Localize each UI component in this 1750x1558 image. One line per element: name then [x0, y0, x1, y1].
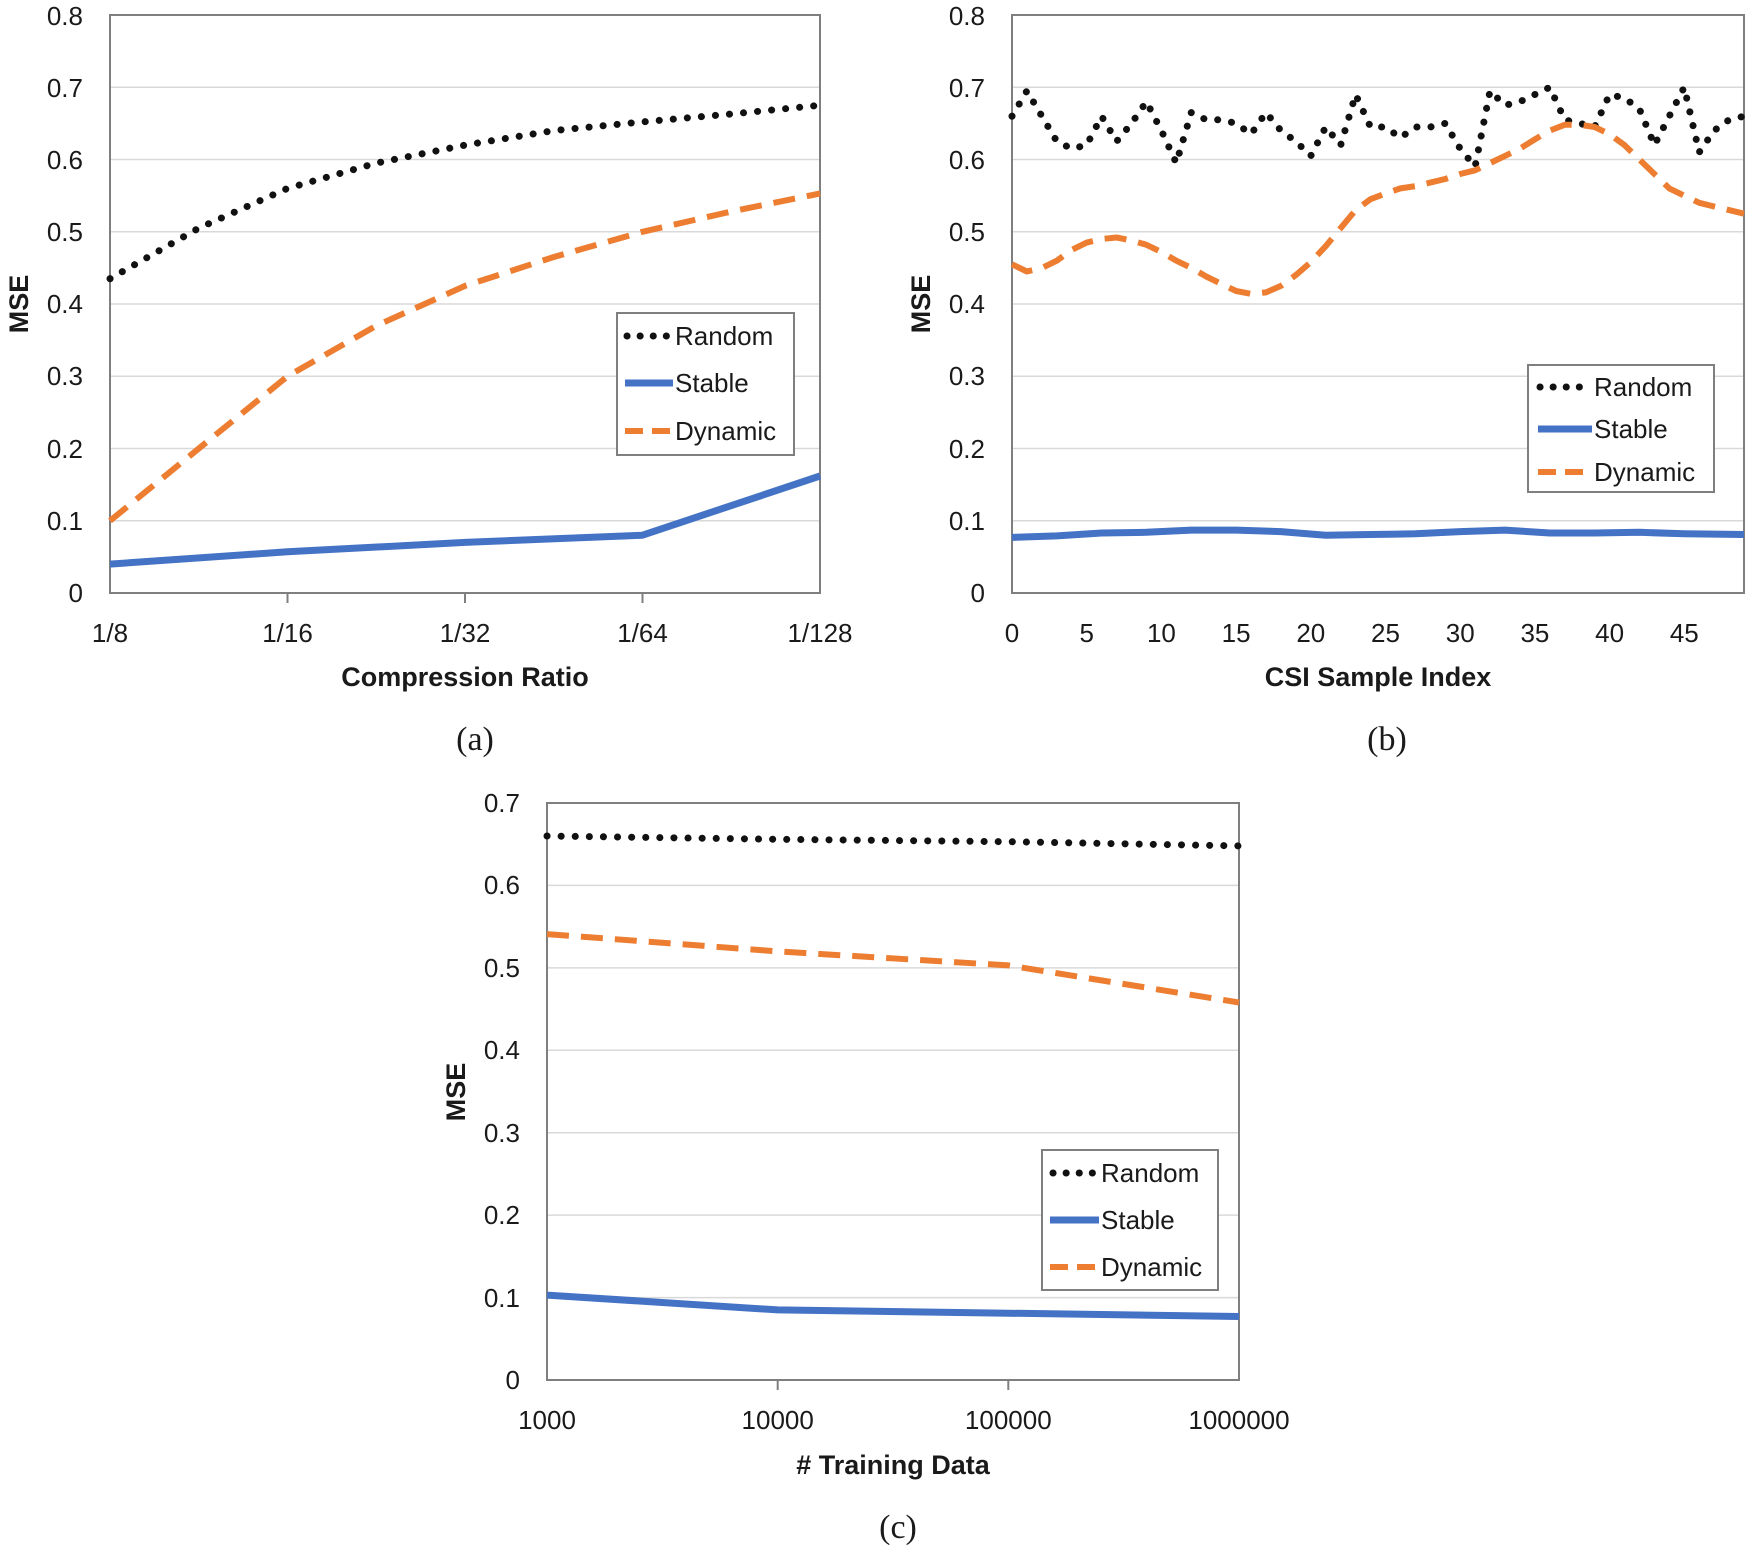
chart-c-y-axis-title: MSE — [441, 1063, 471, 1122]
y-tick-label: 0.6 — [47, 145, 83, 175]
x-tick-label: 1000 — [518, 1405, 576, 1435]
x-tick-label: 10 — [1147, 618, 1176, 648]
legend-label-dynamic: Dynamic — [1101, 1252, 1202, 1282]
y-tick-label: 0 — [69, 578, 83, 608]
y-tick-label: 0.7 — [949, 73, 985, 103]
series-line-stable — [546, 1291, 1240, 1320]
y-tick-label: 0.8 — [949, 1, 985, 31]
series-line-dynamic — [1010, 121, 1745, 297]
chart-a: 0 0.1 0.2 0.3 0.4 0.5 0.6 0.7 0.8 1/8 1/… — [4, 1, 853, 758]
chart-a-series — [106, 101, 824, 568]
x-tick-label: 5 — [1079, 618, 1093, 648]
chart-b-y-axis-title: MSE — [906, 275, 936, 334]
y-tick-label: 0.6 — [949, 145, 985, 175]
x-tick-label: 40 — [1595, 618, 1624, 648]
chart-b-caption: (b) — [1367, 721, 1407, 758]
y-tick-label: 0.1 — [484, 1283, 520, 1313]
y-tick-label: 0.4 — [484, 1035, 520, 1065]
chart-b-series — [1008, 83, 1748, 541]
chart-c-plot-frame — [546, 802, 1240, 1381]
x-tick-label: 35 — [1520, 618, 1549, 648]
legend-label-random: Random — [1594, 372, 1692, 402]
chart-b-x-axis-title: CSI Sample Index — [1265, 662, 1492, 692]
y-tick-label: 0 — [506, 1365, 520, 1395]
legend-label-dynamic: Dynamic — [1594, 457, 1695, 487]
series-line-dynamic — [108, 190, 821, 524]
chart-a-x-tick-labels: 1/8 1/16 1/32 1/64 1/128 — [92, 618, 853, 648]
series-line-random — [106, 101, 824, 283]
legend-label-stable: Stable — [1594, 414, 1668, 444]
x-tick-label: 0 — [1005, 618, 1019, 648]
x-tick-label: 1000000 — [1188, 1405, 1289, 1435]
y-tick-label: 0.5 — [47, 217, 83, 247]
chart-b-y-tick-labels: 0 0.1 0.2 0.3 0.4 0.5 0.6 0.7 0.8 — [949, 1, 985, 608]
chart-a-grid — [110, 86, 820, 522]
y-tick-label: 0.5 — [949, 217, 985, 247]
chart-a-y-axis-title: MSE — [4, 275, 34, 334]
x-tick-label: 30 — [1446, 618, 1475, 648]
chart-b: 0 0.1 0.2 0.3 0.4 0.5 0.6 0.7 0.8 0 5 10… — [906, 1, 1748, 758]
x-tick-label: 1/32 — [440, 618, 491, 648]
chart-c: 0 0.1 0.2 0.3 0.4 0.5 0.6 0.7 1000 10000… — [441, 788, 1290, 1546]
y-tick-label: 0.1 — [47, 506, 83, 536]
x-tick-label: 15 — [1222, 618, 1251, 648]
y-tick-label: 0.3 — [484, 1118, 520, 1148]
x-tick-label: 1/8 — [92, 618, 128, 648]
chart-c-x-tick-labels: 1000 10000 100000 1000000 — [518, 1405, 1290, 1435]
chart-c-x-ticks — [776, 1380, 1010, 1390]
chart-c-caption: (c) — [879, 1509, 917, 1546]
x-tick-label: 1/16 — [262, 618, 313, 648]
y-tick-label: 0.2 — [47, 434, 83, 464]
legend-label-stable: Stable — [675, 368, 749, 398]
legend-label-random: Random — [1101, 1158, 1199, 1188]
series-line-random — [1008, 83, 1748, 171]
chart-b-x-tick-labels: 0 5 10 15 20 25 30 35 40 45 — [1005, 618, 1699, 648]
chart-c-grid — [547, 884, 1239, 1299]
y-tick-label: 0.5 — [484, 953, 520, 983]
legend-label-stable: Stable — [1101, 1205, 1175, 1235]
x-tick-label: 1/64 — [617, 618, 668, 648]
y-tick-label: 0.8 — [47, 1, 83, 31]
x-tick-label: 45 — [1670, 618, 1699, 648]
y-tick-label: 0.2 — [484, 1200, 520, 1230]
series-line-stable — [109, 472, 822, 568]
chart-b-plot-frame — [1011, 14, 1745, 594]
series-line-random — [543, 832, 1243, 850]
legend-box — [616, 312, 795, 456]
y-tick-label: 0.3 — [47, 361, 83, 391]
legend-label-random: Random — [675, 321, 773, 351]
chart-c-series — [543, 832, 1243, 1320]
y-tick-label: 0.2 — [949, 434, 985, 464]
chart-a-caption: (a) — [456, 721, 494, 758]
y-tick-label: 0 — [971, 578, 985, 608]
chart-a-legend: Random Stable Dynamic — [616, 312, 795, 456]
x-tick-label: 100000 — [965, 1405, 1052, 1435]
chart-b-legend: Random Stable Dynamic — [1527, 364, 1715, 493]
x-tick-label: 10000 — [742, 1405, 814, 1435]
y-tick-label: 0.3 — [949, 361, 985, 391]
y-tick-label: 0.4 — [47, 289, 83, 319]
chart-a-y-tick-labels: 0 0.1 0.2 0.3 0.4 0.5 0.6 0.7 0.8 — [47, 1, 83, 608]
y-tick-label: 0.4 — [949, 289, 985, 319]
y-tick-label: 0.7 — [47, 73, 83, 103]
y-tick-label: 0.1 — [949, 506, 985, 536]
chart-a-x-ticks — [286, 593, 644, 603]
x-tick-label: 25 — [1371, 618, 1400, 648]
y-tick-label: 0.7 — [484, 788, 520, 818]
chart-a-x-axis-title: Compression Ratio — [341, 662, 589, 692]
chart-c-legend: Random Stable Dynamic — [1041, 1149, 1219, 1291]
series-line-dynamic — [546, 931, 1240, 1006]
x-tick-label: 1/128 — [787, 618, 852, 648]
y-tick-label: 0.6 — [484, 870, 520, 900]
legend-label-dynamic: Dynamic — [675, 416, 776, 446]
series-line-stable — [1011, 526, 1745, 541]
chart-c-x-axis-title: # Training Data — [796, 1450, 991, 1480]
x-tick-label: 20 — [1296, 618, 1325, 648]
chart-c-y-tick-labels: 0 0.1 0.2 0.3 0.4 0.5 0.6 0.7 — [484, 788, 520, 1395]
